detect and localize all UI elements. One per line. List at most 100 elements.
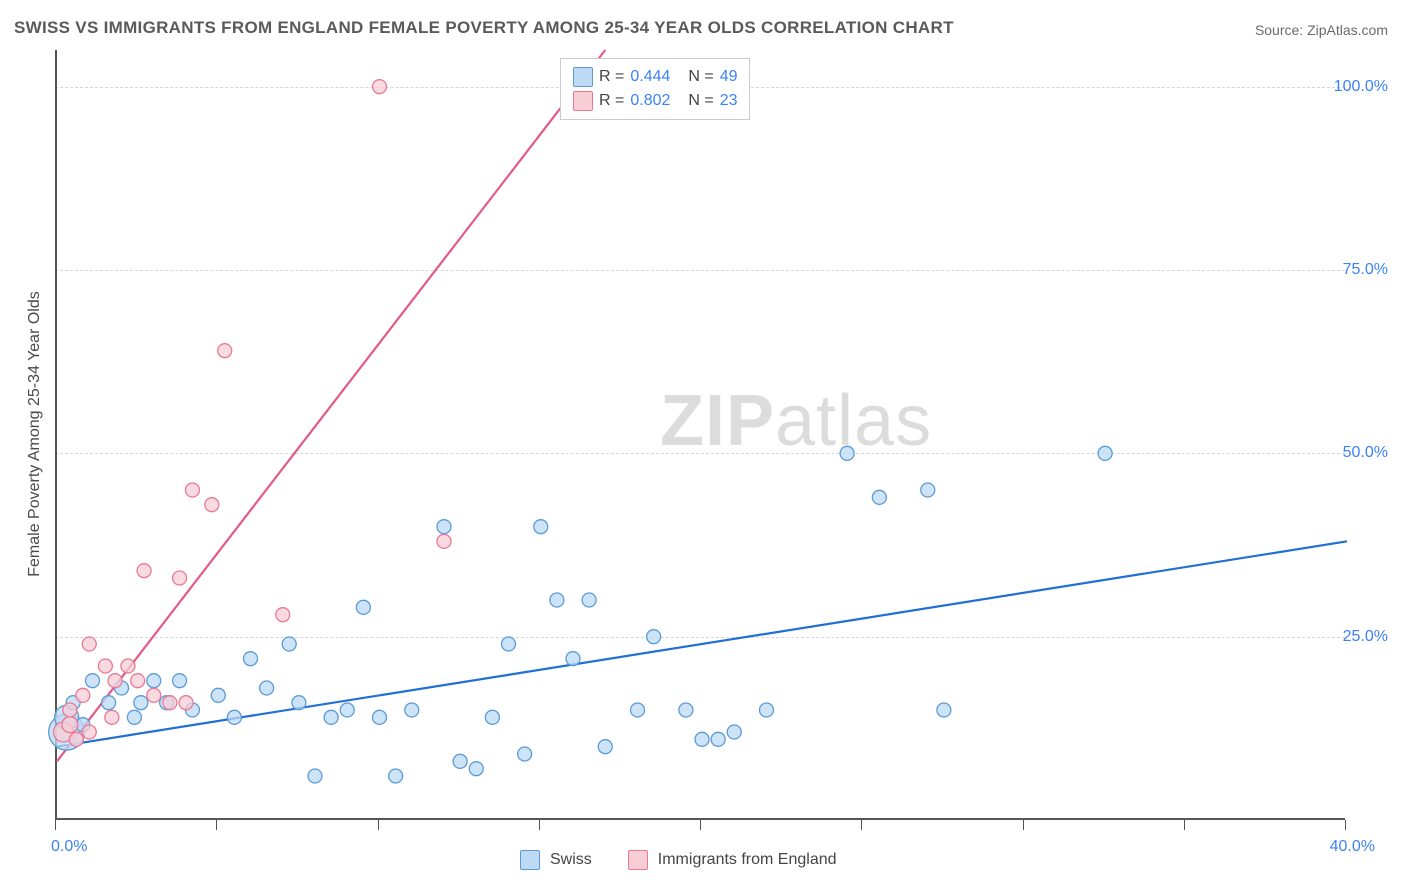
y-axis-label: Female Poverty Among 25-34 Year Olds [26,291,44,577]
data-point [550,593,564,607]
england-legend-label: Immigrants from England [658,851,837,869]
data-point [62,717,78,733]
correlation-legend: R = 0.444 N = 49 R = 0.802 N = 23 [560,58,750,120]
data-point [921,483,935,497]
series-legend: Swiss Immigrants from England [520,850,837,870]
data-point [340,703,354,717]
y-tick-label: 50.0% [1343,444,1388,462]
r-label: R = [599,68,624,86]
england-swatch-icon [628,850,648,870]
chart-title: SWISS VS IMMIGRANTS FROM ENGLAND FEMALE … [14,18,954,38]
chart-container: SWISS VS IMMIGRANTS FROM ENGLAND FEMALE … [0,0,1406,892]
data-point [121,659,135,673]
data-point [437,534,451,548]
data-point [173,674,187,688]
data-point [173,571,187,585]
england-r-value: 0.802 [630,92,682,110]
n-label: N = [688,92,713,110]
data-point [179,696,193,710]
y-tick-label: 75.0% [1343,261,1388,279]
data-point [82,637,96,651]
x-tick [1345,820,1346,830]
data-point [679,703,693,717]
swiss-r-value: 0.444 [630,68,682,86]
data-point [227,710,241,724]
swiss-swatch-icon [520,850,540,870]
data-point [631,703,645,717]
legend-row-england: R = 0.802 N = 23 [573,89,737,113]
data-point [502,637,516,651]
data-point [389,769,403,783]
data-point [324,710,338,724]
data-point [872,490,886,504]
data-point [695,732,709,746]
data-point [76,688,90,702]
data-point [308,769,322,783]
swiss-legend-label: Swiss [550,851,592,869]
chart-svg [57,50,1347,820]
england-n-value: 23 [720,92,738,110]
data-point [69,732,83,746]
data-point [218,344,232,358]
england-swatch [573,91,593,111]
data-point [727,725,741,739]
data-point [373,80,387,94]
data-point [647,630,661,644]
trend-line [57,50,605,761]
x-tick [700,820,701,830]
data-point [211,688,225,702]
data-point [185,483,199,497]
data-point [82,725,96,739]
data-point [276,608,290,622]
data-point [105,710,119,724]
data-point [260,681,274,695]
data-point [566,652,580,666]
data-point [840,446,854,460]
data-point [127,710,141,724]
data-point [102,696,116,710]
data-point [63,703,77,717]
data-point [373,710,387,724]
y-tick-label: 25.0% [1343,628,1388,646]
data-point [205,498,219,512]
data-point [356,600,370,614]
data-point [131,674,145,688]
x-tick [1184,820,1185,830]
r-label: R = [599,92,624,110]
data-point [437,520,451,534]
data-point [137,564,151,578]
n-label: N = [688,68,713,86]
x-tick [55,820,56,830]
data-point [582,593,596,607]
data-point [937,703,951,717]
data-point [598,740,612,754]
x-tick [216,820,217,830]
data-point [405,703,419,717]
data-point [85,674,99,688]
data-point [534,520,548,534]
source-label: Source: ZipAtlas.com [1255,22,1388,38]
data-point [453,754,467,768]
data-point [469,762,483,776]
swiss-n-value: 49 [720,68,738,86]
x-tick-label: 0.0% [51,838,87,856]
data-point [1098,446,1112,460]
plot-area: Female Poverty Among 25-34 Year Olds [55,50,1345,820]
data-point [98,659,112,673]
data-point [134,696,148,710]
trend-line [57,541,1347,746]
data-point [282,637,296,651]
data-point [485,710,499,724]
data-point [147,674,161,688]
x-tick [378,820,379,830]
data-point [760,703,774,717]
x-tick [861,820,862,830]
data-point [163,696,177,710]
x-tick [539,820,540,830]
data-point [711,732,725,746]
x-tick [1023,820,1024,830]
swiss-swatch [573,67,593,87]
x-tick-label: 40.0% [1330,838,1375,856]
data-point [244,652,258,666]
legend-row-swiss: R = 0.444 N = 49 [573,65,737,89]
